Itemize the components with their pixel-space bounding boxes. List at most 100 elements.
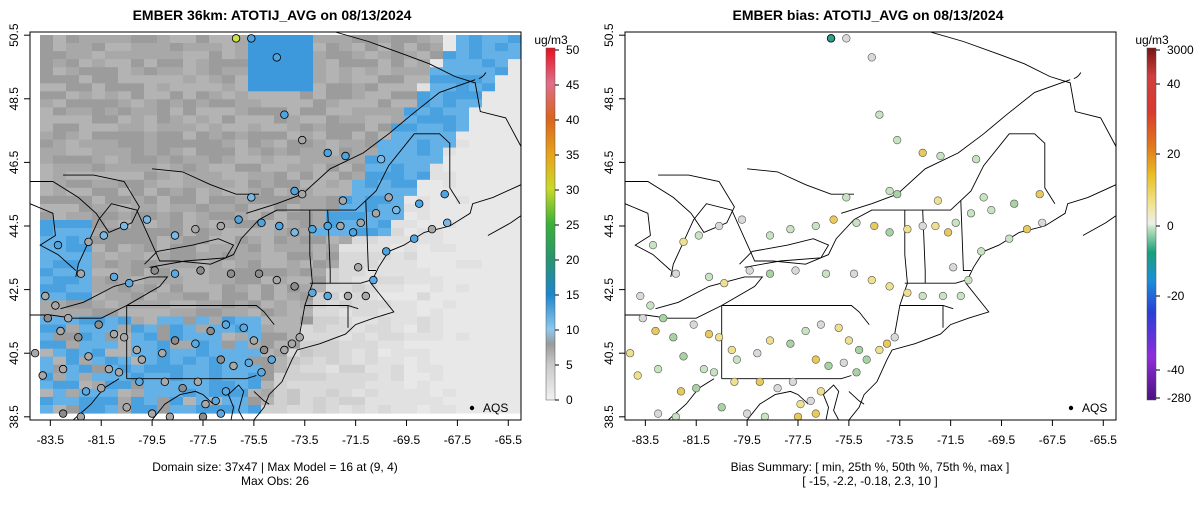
grid-cell <box>508 244 521 253</box>
grid-cell <box>339 396 353 406</box>
grid-cell <box>66 123 80 133</box>
grid-cell <box>391 364 405 374</box>
grid-cell <box>352 356 366 366</box>
grid-cell <box>378 35 392 44</box>
grid-cell <box>352 252 366 261</box>
grid-cell <box>222 244 236 253</box>
grid-cell <box>79 203 93 213</box>
grid-cell <box>508 284 521 293</box>
grid-cell <box>326 139 340 149</box>
grid-cell <box>391 220 405 229</box>
bias-site-marker <box>971 155 981 164</box>
grid-cell <box>235 316 249 326</box>
grid-cell <box>482 195 496 205</box>
grid-cell <box>313 211 327 221</box>
grid-cell <box>287 324 301 334</box>
grid-cell <box>92 252 106 261</box>
grid-cell <box>482 348 496 358</box>
grid-cell <box>79 260 93 269</box>
grid-cell <box>430 35 444 44</box>
boundary-line <box>922 210 926 284</box>
grid-cell <box>339 123 353 133</box>
grid-cell <box>105 340 119 350</box>
grid-cell <box>222 308 236 317</box>
bias-site-marker <box>742 409 752 418</box>
bias-site-marker <box>882 339 892 348</box>
grid-cell <box>352 91 366 100</box>
obs-site-marker <box>348 228 358 237</box>
grid-cell <box>105 51 119 60</box>
grid-cell <box>131 147 145 157</box>
grid-cell <box>482 220 496 229</box>
grid-cell <box>144 220 158 229</box>
grid-cell <box>378 115 392 124</box>
bias-site-marker <box>1035 190 1044 199</box>
bias-site-marker <box>689 320 698 329</box>
grid-cell <box>313 292 327 301</box>
grid-cell <box>404 131 418 141</box>
grid-cell <box>287 396 301 406</box>
grid-cell <box>261 244 275 253</box>
grid-cell <box>443 324 457 334</box>
left-colorbar-unit: ug/m3 <box>534 33 568 47</box>
grid-cell <box>456 35 470 44</box>
obs-site-marker <box>257 368 266 377</box>
grid-cell <box>53 211 67 221</box>
grid-cell <box>482 163 496 173</box>
grid-cell <box>508 252 521 261</box>
grid-cell <box>157 276 171 285</box>
grid-cell <box>105 123 119 133</box>
grid-cell <box>66 236 80 245</box>
obs-site-marker <box>170 231 180 240</box>
grid-cell <box>469 51 483 60</box>
grid-cell <box>196 35 210 44</box>
grid-cell <box>261 75 275 84</box>
grid-cell <box>40 348 54 358</box>
grid-cell <box>105 59 119 68</box>
grid-cell <box>40 43 54 52</box>
grid-cell <box>508 91 521 100</box>
grid-cell <box>235 268 249 277</box>
grid-cell <box>495 163 509 173</box>
grid-cell <box>495 236 509 245</box>
grid-cell <box>469 123 483 133</box>
grid-cell <box>40 260 54 269</box>
grid-cell <box>144 171 158 181</box>
grid-cell <box>274 131 288 141</box>
obs-site-marker <box>234 215 243 224</box>
grid-cell <box>274 284 288 293</box>
grid-cell <box>92 364 106 374</box>
grid-cell <box>287 405 301 414</box>
bias-site-marker <box>918 148 927 157</box>
grid-cell <box>443 51 457 60</box>
grid-cell <box>482 388 496 398</box>
grid-cell <box>131 332 145 342</box>
grid-cell <box>66 155 80 165</box>
grid-cell <box>417 35 431 44</box>
grid-cell <box>326 396 340 406</box>
grid-cell <box>404 43 418 52</box>
grid-cell <box>196 332 210 342</box>
grid-cell <box>430 332 444 342</box>
grid-cell <box>183 372 197 382</box>
grid-cell <box>352 187 366 197</box>
grid-cell <box>183 268 197 277</box>
grid-cell <box>53 107 67 116</box>
grid-cell <box>378 211 392 221</box>
grid-cell <box>365 83 379 92</box>
grid-cell <box>339 348 353 358</box>
grid-cell <box>352 364 366 374</box>
grid-cell <box>300 155 314 165</box>
grid-cell <box>326 123 340 133</box>
grid-cell <box>105 91 119 100</box>
colorbar-tick-label: 5 <box>566 358 573 372</box>
bias-site-marker <box>918 291 927 301</box>
grid-cell <box>209 211 223 221</box>
obs-site-marker <box>272 275 281 285</box>
bias-site-marker <box>938 291 948 301</box>
right-y-axis: 38.540.542.544.546.548.550.5 <box>602 23 625 428</box>
grid-cell <box>287 244 301 253</box>
grid-cell <box>196 228 210 237</box>
bias-site-marker <box>890 333 899 342</box>
grid-cell <box>261 348 275 358</box>
